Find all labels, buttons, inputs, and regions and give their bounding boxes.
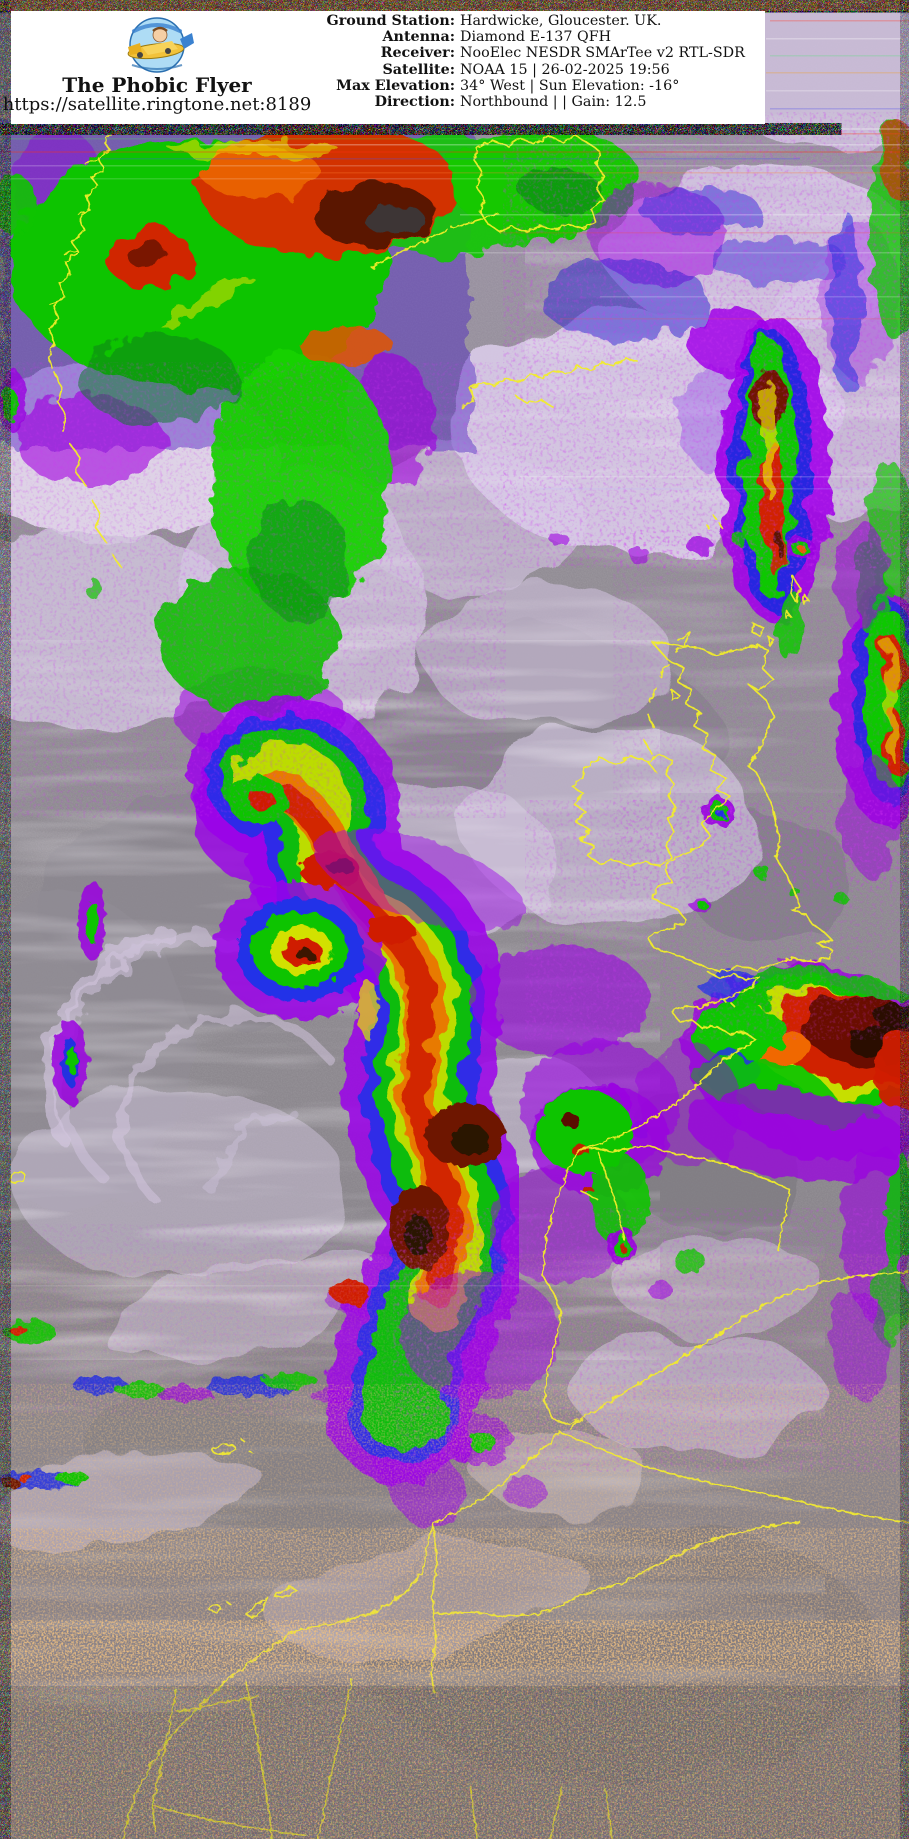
right-edge-noise — [901, 11, 909, 1839]
info-row-ground-station: Ground Station: Hardwicke, Gloucester. U… — [303, 13, 765, 29]
station-title: The Phobic Flyer — [62, 73, 252, 97]
info-value: Hardwicke, Gloucester. UK. — [460, 13, 662, 29]
coastline-iceland — [473, 135, 605, 233]
info-row-receiver: Receiver: NooElec NESDR SMArTee v2 RTL-S… — [303, 45, 765, 61]
left-edge-noise — [0, 11, 10, 1839]
header-underline-noise — [0, 124, 765, 134]
coastline-great-britain — [647, 641, 833, 973]
coastline-fragment-south-of-iceland — [461, 357, 639, 409]
info-label: Antenna: — [382, 29, 455, 46]
top-sync-band — [0, 0, 909, 11]
info-label: Receiver: — [380, 45, 455, 62]
info-value: Diamond E-137 QFH — [460, 29, 612, 46]
info-value: NOAA 15 | 26-02-2025 19:56 — [460, 61, 670, 78]
info-value: NooElec NESDR SMArTee v2 RTL-SDR — [460, 45, 745, 62]
overlay-header: The Phobic Flyer https://satellite.ringt… — [3, 11, 765, 124]
info-value: 34° West | Sun Elevation: -16° — [460, 77, 680, 94]
pass-info: Ground Station: Hardwicke, Gloucester. U… — [303, 11, 765, 124]
orange-ground-noise — [0, 1270, 909, 1839]
coastline-greenland — [47, 127, 121, 567]
info-row-max-elevation: Max Elevation: 34° West | Sun Elevation:… — [303, 78, 765, 94]
coastline-northeast-fragment — [371, 213, 499, 269]
coastline-orkney-shetland — [751, 575, 809, 647]
info-label: Satellite: — [382, 61, 455, 78]
channel-islands — [723, 999, 735, 1007]
coastline-ireland — [571, 754, 677, 867]
info-row-satellite: Satellite: NOAA 15 | 26-02-2025 19:56 — [303, 62, 765, 78]
station-url: https://satellite.ringtone.net:8189 — [2, 94, 312, 115]
station-logo — [127, 17, 194, 73]
info-label: Ground Station: — [326, 13, 455, 29]
info-row-antenna: Antenna: Diamond E-137 QFH — [303, 29, 765, 45]
coastline-faroe — [706, 514, 723, 530]
info-row-direction: Direction: Northbound | | Gain: 12.5 — [303, 94, 765, 110]
info-label: Max Elevation: — [336, 77, 455, 94]
info-value: Northbound | | Gain: 12.5 — [460, 94, 647, 111]
station-identity: The Phobic Flyer https://satellite.ringt… — [3, 11, 311, 124]
info-label: Direction: — [374, 94, 455, 111]
coastline-hebrides — [643, 631, 691, 773]
coastline-france — [577, 971, 759, 1151]
